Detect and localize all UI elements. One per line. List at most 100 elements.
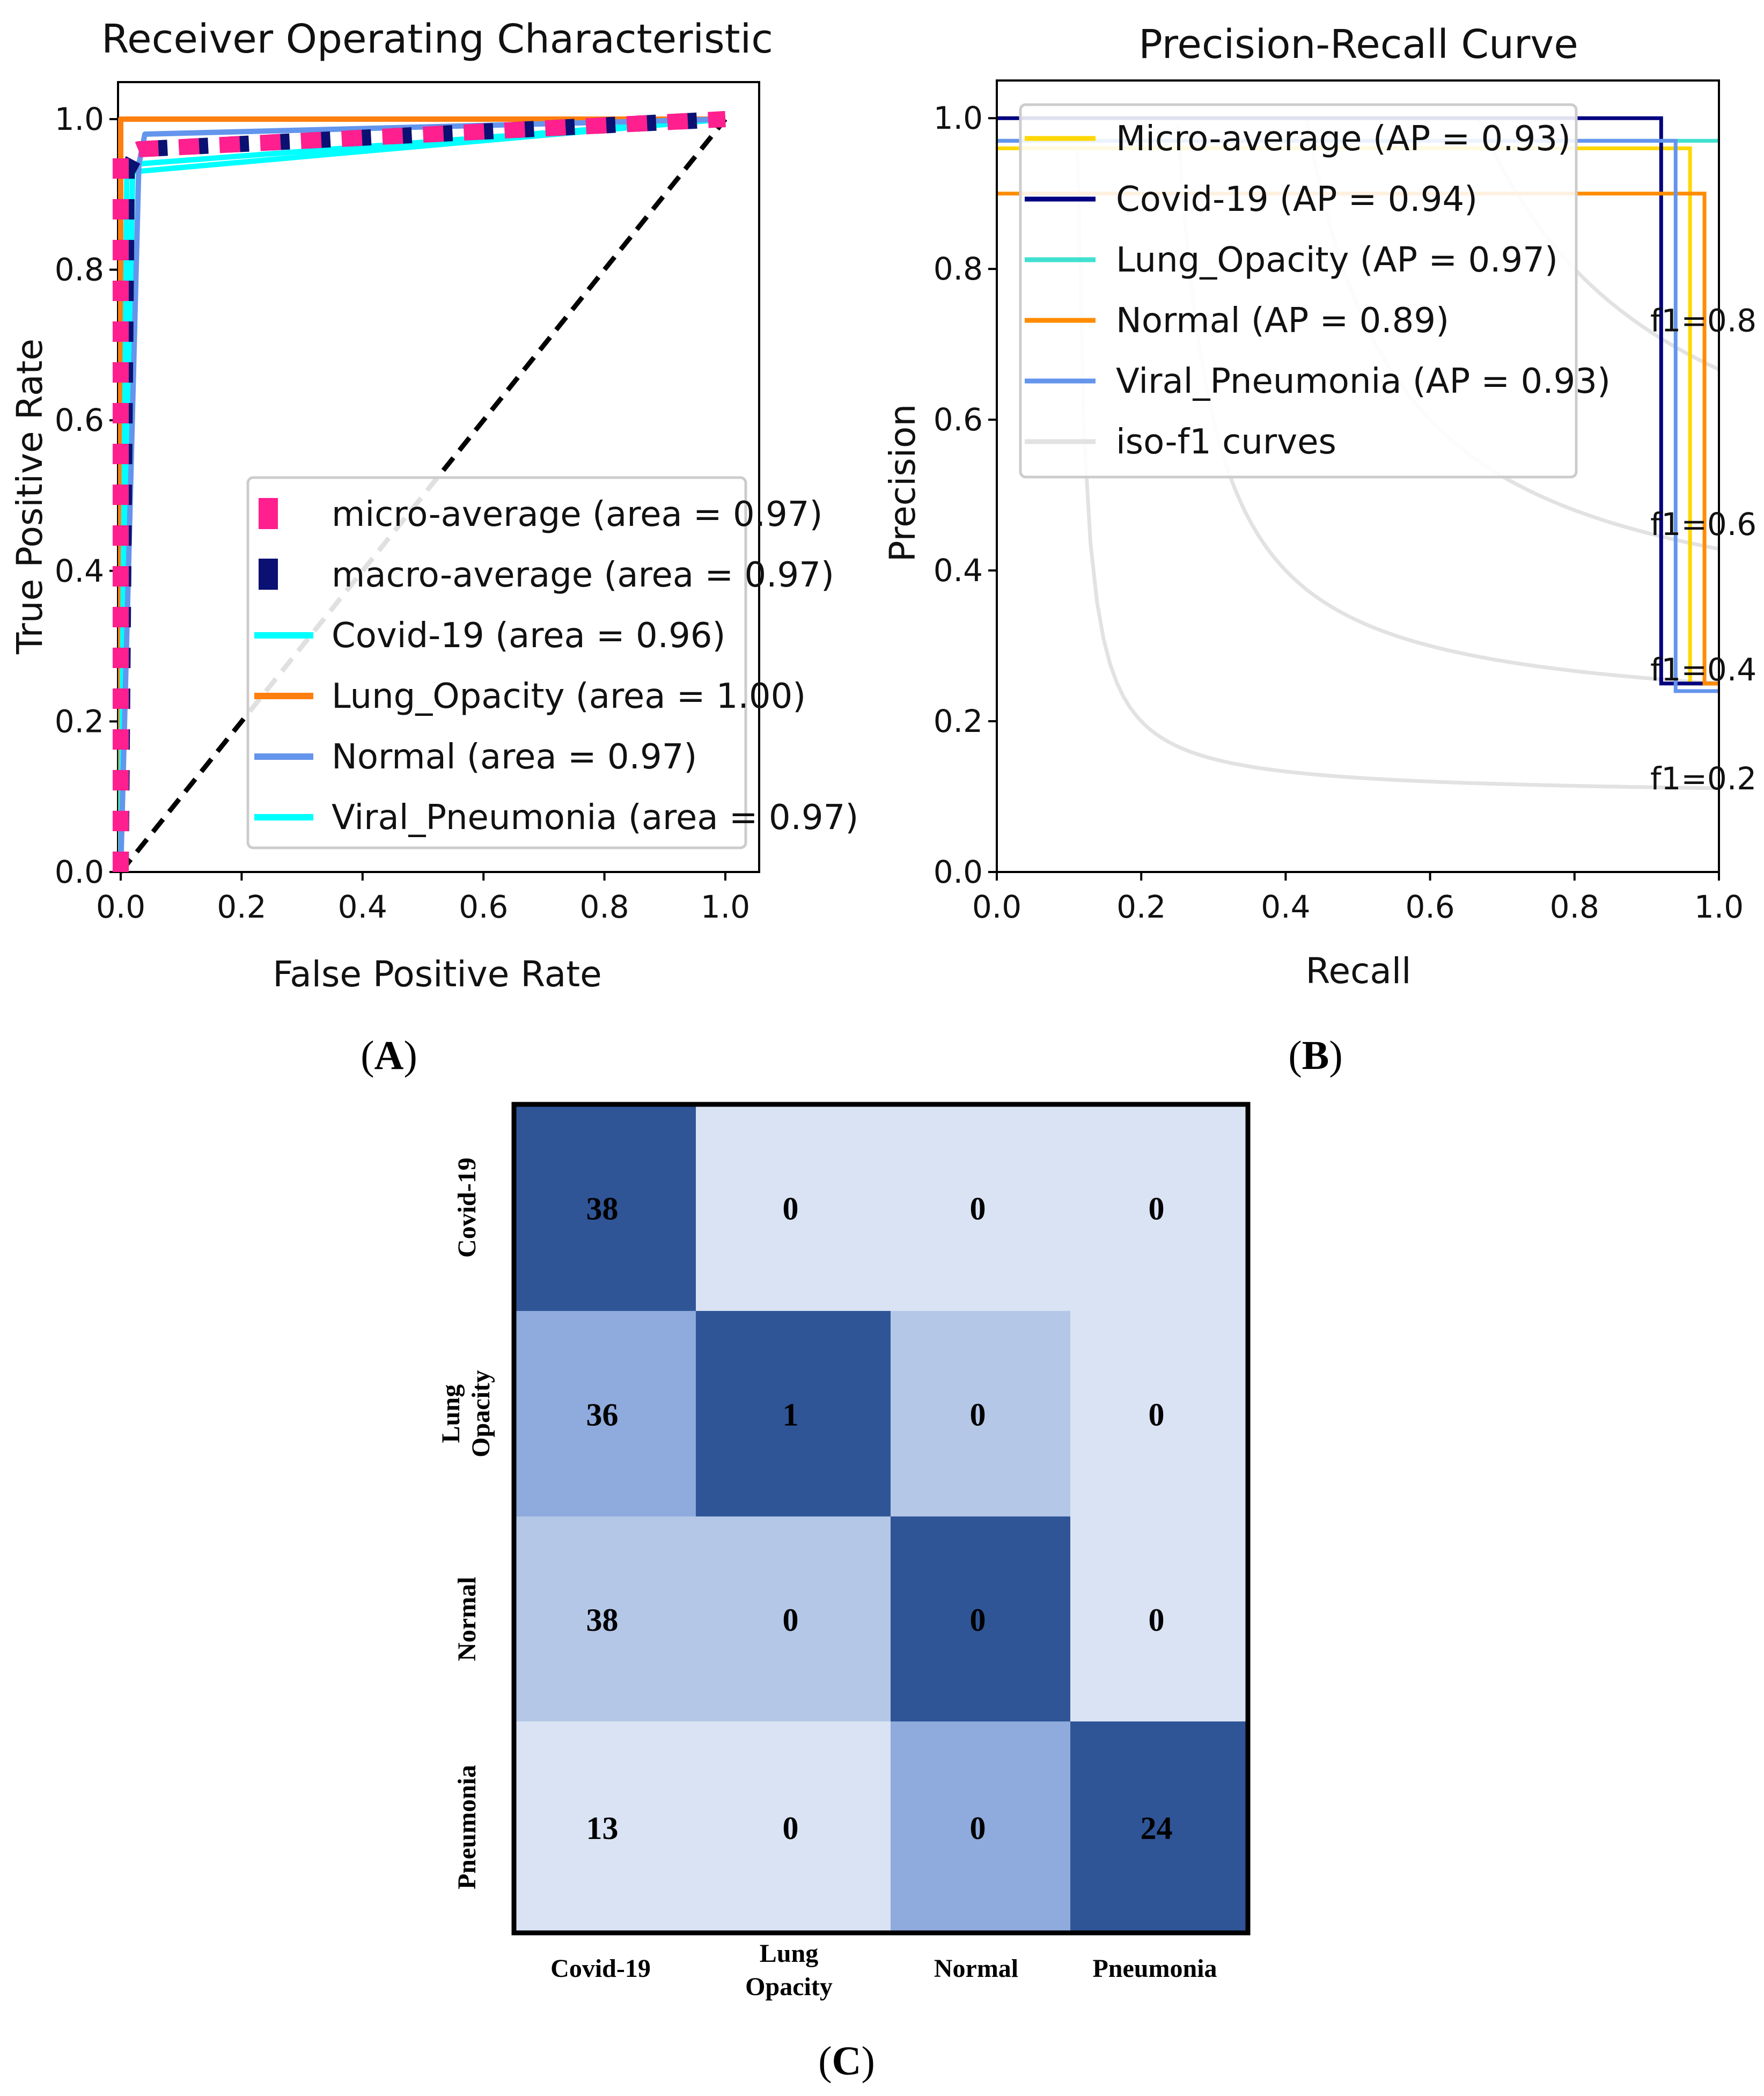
confusion-col-label: Pneumonia — [1092, 1954, 1217, 1983]
confusion-cell-value: 0 — [783, 1811, 799, 1846]
pr-x-tick-label: 0.8 — [1550, 889, 1599, 925]
confusion-cell — [514, 1311, 696, 1516]
panel-label-a: (A) — [361, 1033, 417, 1078]
confusion-cell-value: 1 — [783, 1397, 799, 1433]
pr-xlabel: Recall — [1306, 950, 1412, 992]
confusion-cell — [696, 1516, 891, 1721]
confusion-row-label: Pneumonia — [453, 1765, 481, 1889]
confusion-col-label: Normal — [934, 1954, 1018, 1983]
roc-series-line — [113, 111, 726, 873]
confusion-col-label: Covid-19 — [550, 1954, 651, 1983]
confusion-matrix: 38 0 0 0 36 1 0 0 38 0 0 0 13 0 0 24 Covid-19 LungOpacity… — [437, 1102, 1251, 2001]
pr-y-tick-label: 0.0 — [934, 854, 983, 890]
roc-y-tick-label: 0.0 — [55, 854, 104, 890]
confusion-cell-value: 38 — [586, 1602, 619, 1638]
confusion-cell — [1070, 1721, 1248, 1933]
roc-series-line — [113, 111, 726, 872]
roc-x-tick-label: 0.2 — [217, 889, 266, 925]
roc-y-tick-label: 0.4 — [55, 553, 104, 589]
pr-iso-f1-label: f1=0.6 — [1650, 506, 1756, 543]
pr-legend-label: Lung_Opacity (AP = 0.97) — [1116, 240, 1558, 280]
pr-legend-label: Covid-19 (AP = 0.94) — [1116, 180, 1478, 219]
confusion-cell — [696, 1311, 891, 1516]
confusion-row-label: Normal — [453, 1577, 481, 1661]
roc-chance-line — [119, 118, 727, 874]
roc-x-tick-label: 0.8 — [579, 889, 629, 925]
confusion-frame — [511, 1102, 1251, 1936]
roc-ylabel: True Positive Rate — [9, 339, 50, 655]
roc-x-tick-label: 0.6 — [459, 889, 508, 925]
roc-title: Receiver Operating Characteristic — [101, 16, 773, 62]
roc-y-tick-label: 0.2 — [55, 703, 104, 739]
pr-iso-f1-label: f1=0.4 — [1650, 651, 1756, 688]
roc-x-tick-label: 0.0 — [96, 889, 145, 925]
roc-y-tick-label: 0.6 — [55, 402, 104, 438]
confusion-cell — [891, 1721, 1070, 1933]
confusion-cell-value: 38 — [586, 1191, 619, 1227]
confusion-cell — [1070, 1516, 1248, 1721]
roc-legend-label: Covid-19 (area = 0.96) — [332, 616, 725, 656]
roc-legend-swatch — [259, 498, 278, 529]
pr-legend-box — [1019, 103, 1578, 479]
pr-chart: Precision-Recall Curve Recall Precision … — [882, 21, 1756, 992]
roc-legend-label: Viral_Pneumonia (area = 0.97) — [332, 798, 858, 838]
confusion-cell — [696, 1104, 891, 1311]
roc-y-tick-label: 1.0 — [55, 101, 104, 137]
confusion-cell-value: 0 — [970, 1397, 986, 1433]
roc-legend-label: Normal (area = 0.97) — [332, 737, 697, 777]
confusion-cell-value: 0 — [970, 1811, 986, 1846]
pr-iso-f1-label: f1=0.8 — [1650, 303, 1756, 339]
panel-label-c: (C) — [818, 2039, 875, 2084]
pr-ylabel: Precision — [882, 404, 923, 562]
confusion-cell-value: 0 — [970, 1191, 986, 1227]
pr-title: Precision-Recall Curve — [1138, 21, 1578, 68]
confusion-cell-value: 0 — [783, 1191, 799, 1227]
confusion-cell-value: 13 — [586, 1811, 619, 1846]
roc-legend-label: micro-average (area = 0.97) — [332, 495, 822, 534]
confusion-cell — [891, 1311, 1070, 1516]
panel-label-b: (B) — [1288, 1033, 1342, 1078]
pr-x-tick-label: 0.0 — [972, 889, 1021, 925]
pr-legend-label: Normal (AP = 0.89) — [1116, 301, 1449, 341]
confusion-col-label: Lung Opacity — [745, 1939, 833, 2001]
pr-x-tick-label: 1.0 — [1694, 889, 1744, 925]
roc-y-tick-label: 0.8 — [55, 252, 104, 288]
pr-legend-label: Viral_Pneumonia (AP = 0.93) — [1116, 362, 1611, 401]
roc-x-tick-label: 1.0 — [701, 889, 750, 925]
confusion-cell-value: 0 — [783, 1602, 799, 1638]
confusion-cell — [514, 1516, 696, 1721]
confusion-cell-value: 0 — [1149, 1602, 1165, 1638]
confusion-cell — [1070, 1104, 1248, 1311]
pr-x-tick-label: 0.6 — [1405, 889, 1454, 925]
pr-x-tick-label: 0.4 — [1261, 889, 1310, 925]
pr-plot-frame — [996, 79, 1720, 873]
roc-legend-box — [246, 476, 747, 849]
confusion-cell-value: 0 — [1149, 1191, 1165, 1227]
pr-iso-f1-curve — [1075, 147, 1719, 790]
pr-y-tick-label: 0.6 — [934, 401, 983, 438]
roc-legend-label: Lung_Opacity (area = 1.00) — [332, 677, 806, 716]
pr-y-tick-label: 0.2 — [934, 703, 983, 739]
confusion-cell — [1070, 1311, 1248, 1516]
roc-chart: Receiver Operating Characteristic False … — [9, 16, 858, 995]
confusion-cell — [891, 1104, 1070, 1311]
pr-y-tick-label: 0.4 — [934, 552, 983, 589]
pr-y-tick-label: 1.0 — [934, 100, 983, 136]
roc-legend-swatch — [259, 559, 278, 590]
pr-legend-label: iso-f1 curves — [1116, 422, 1336, 462]
pr-x-tick-label: 0.2 — [1116, 889, 1166, 925]
confusion-row-label: LungOpacity — [437, 1370, 495, 1457]
roc-xlabel: False Positive Rate — [273, 954, 601, 995]
pr-iso-f1-curve — [1175, 124, 1719, 686]
pr-iso-f1-label: f1=0.2 — [1650, 760, 1756, 797]
roc-legend-label: macro-average (area = 0.97) — [332, 555, 834, 595]
confusion-cell-value: 0 — [1149, 1397, 1165, 1433]
pr-y-tick-label: 0.8 — [934, 251, 983, 287]
confusion-cell — [514, 1721, 696, 1933]
pr-legend-label: Micro-average (AP = 0.93) — [1116, 119, 1571, 159]
roc-x-tick-label: 0.4 — [338, 889, 387, 925]
confusion-cell — [891, 1516, 1070, 1721]
confusion-cell-value: 0 — [970, 1602, 986, 1638]
confusion-row-label: Covid-19 — [453, 1157, 481, 1258]
